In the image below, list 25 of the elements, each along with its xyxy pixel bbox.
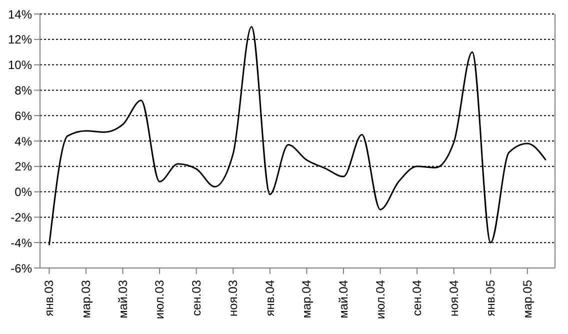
y-tick-label: 6% [14,108,32,123]
x-tick-label: ноя.03 [226,280,240,316]
y-tick-label: 12% [8,32,32,47]
y-tick-label: 8% [14,83,32,98]
x-tick-label: май.04 [336,280,350,318]
x-tick-label: сен.03 [189,280,204,316]
x-tick-label: ноя.04 [446,280,461,316]
x-tick-label: янв.04 [262,280,277,316]
x-tick-label: июл.03 [152,280,167,320]
x-tick-label: мар.04 [300,280,314,318]
x-tick-label: янв.05 [484,280,498,316]
y-tick-label: -4% [10,236,32,250]
y-tick-label: 10% [8,58,32,72]
x-tick-label: сен.04 [410,280,424,316]
y-tick-label: 0% [14,185,32,200]
x-tick-label: мар.05 [520,280,534,318]
x-tick-label: янв.03 [42,280,56,316]
y-tick-label: -6% [10,261,32,276]
x-tick-label: мар.03 [78,280,93,318]
x-tick-label: июл.04 [373,280,388,320]
y-tick-label: 4% [14,134,32,148]
y-tick-label: 14% [8,7,32,22]
x-tick-label: май.03 [116,280,130,318]
y-tick-label: -2% [10,210,32,224]
y-tick-label: 2% [14,160,32,174]
